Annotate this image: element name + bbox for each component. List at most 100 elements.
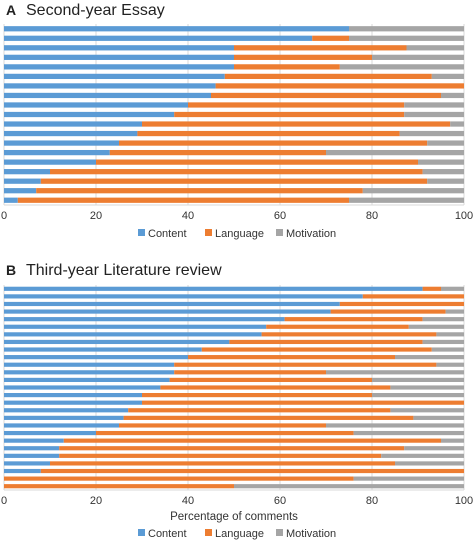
bar-segment-motivation <box>372 377 464 382</box>
bar-segment-language <box>119 423 326 428</box>
bar-segment-language <box>229 339 423 345</box>
x-tick-label: 100 <box>455 495 473 507</box>
legend-swatch-language <box>205 529 212 536</box>
bar-segment-content <box>4 415 124 420</box>
legend-swatch-content <box>138 229 145 236</box>
bar-segment-motivation <box>353 430 464 436</box>
bar-segment-content <box>4 92 211 99</box>
bar-segment-motivation <box>436 332 464 337</box>
bar-segment-language <box>123 415 414 420</box>
bar-segment-content <box>4 317 285 322</box>
bar-segment-language <box>96 430 354 436</box>
bar-segment-motivation <box>441 92 464 99</box>
bar-segment-content <box>4 355 188 360</box>
x-tick-label: 20 <box>90 210 102 222</box>
bar-segment-motivation <box>349 197 464 203</box>
bar-segment-language <box>174 370 326 375</box>
bar-segment-motivation <box>372 54 464 60</box>
bar-segment-language <box>109 149 326 156</box>
bar-segment-language <box>40 178 428 184</box>
bar-segment-motivation <box>390 408 464 413</box>
bar-segment-content <box>4 362 175 367</box>
x-tick-label: 40 <box>182 210 194 222</box>
bar-segment-content <box>4 339 230 345</box>
bar-segment-language <box>169 377 372 382</box>
bar-segment-language <box>174 362 437 367</box>
bar-segment-content <box>4 178 41 184</box>
bar-segment-motivation <box>362 188 464 194</box>
bar-segment-motivation <box>404 111 464 118</box>
x-tick-label: 20 <box>90 495 102 507</box>
x-tick-label: 60 <box>274 495 286 507</box>
bar-segment-language <box>188 102 405 108</box>
bar-segment-content <box>4 309 331 314</box>
x-tick-label: 60 <box>274 210 286 222</box>
bar-segment-content <box>4 438 64 443</box>
legend-label-content: Content <box>148 228 187 240</box>
x-axis-title: Percentage of comments <box>170 511 298 523</box>
bar-segment-language <box>142 393 372 398</box>
bar-segment-motivation <box>406 45 464 51</box>
bar-segment-language <box>174 111 405 118</box>
bar-segment-language <box>201 347 432 352</box>
bar-segment-language <box>4 476 354 481</box>
panel-b-letter: B <box>6 262 16 278</box>
bar-segment-content <box>4 468 41 474</box>
bar-segment-language <box>63 438 442 443</box>
bar-segment-content <box>4 370 175 375</box>
bar-segment-language <box>234 45 407 51</box>
bar-segment-content <box>4 324 267 329</box>
x-tick-label: 100 <box>455 210 473 222</box>
bar-segment-content <box>4 121 142 127</box>
bar-segment-motivation <box>441 286 464 291</box>
panel-a-plot: 0 20 40 60 80 100 Content Language Motivation <box>1 24 473 240</box>
bar-segment-language <box>59 446 405 451</box>
bar-segment-language <box>312 35 349 41</box>
bar-segment-content <box>4 423 119 428</box>
bar-segment-language <box>96 159 418 165</box>
bar-segment-language <box>215 83 464 89</box>
bar-segment-language <box>211 92 441 99</box>
bar-segment-language <box>17 197 350 203</box>
bar-segment-content <box>4 408 129 413</box>
bar-segment-content <box>4 400 142 405</box>
bar-segment-motivation <box>404 102 464 108</box>
bar-segment-content <box>4 294 363 299</box>
bar-segment-content <box>4 347 202 352</box>
bar-segment-content <box>4 446 60 451</box>
bar-segment-motivation <box>427 178 464 184</box>
panel-a-letter: A <box>6 2 16 18</box>
bar-segment-motivation <box>353 476 464 481</box>
legend-swatch-content <box>138 529 145 536</box>
bar-segment-motivation <box>326 149 464 156</box>
bar-segment-language <box>422 286 441 291</box>
bar-segment-language <box>142 121 451 127</box>
bar-segment-motivation <box>399 130 464 137</box>
bar-segment-motivation <box>431 347 464 352</box>
bar-segment-motivation <box>381 453 464 458</box>
bar-segment-content <box>4 102 188 108</box>
bar-segment-motivation <box>450 121 464 127</box>
bar-segment-motivation <box>326 423 464 428</box>
bar-segment-language <box>266 324 409 329</box>
bar-segment-language <box>40 468 465 474</box>
bar-segment-motivation <box>390 385 464 390</box>
bar-segment-content <box>4 393 142 398</box>
bar-segment-content <box>4 461 50 466</box>
bar-segment-language <box>137 130 400 137</box>
bar-segment-motivation <box>418 159 464 165</box>
bar-segment-content <box>4 301 340 307</box>
bar-segment-content <box>4 140 119 146</box>
bar-segment-language <box>339 301 464 307</box>
bar-segment-content <box>4 159 96 165</box>
bar-segment-motivation <box>349 35 464 41</box>
bar-segment-motivation <box>431 73 464 80</box>
bar-segment-content <box>4 286 423 291</box>
bar-segment-language <box>284 317 423 322</box>
bar-segment-content <box>4 197 18 203</box>
bar-segment-language <box>50 461 395 466</box>
panel-b-title: Third-year Literature review <box>26 262 222 279</box>
x-tick-label: 40 <box>182 495 194 507</box>
panel-b-plot: 0 20 40 60 80 100 Percentage of comments Conten… <box>1 285 473 540</box>
